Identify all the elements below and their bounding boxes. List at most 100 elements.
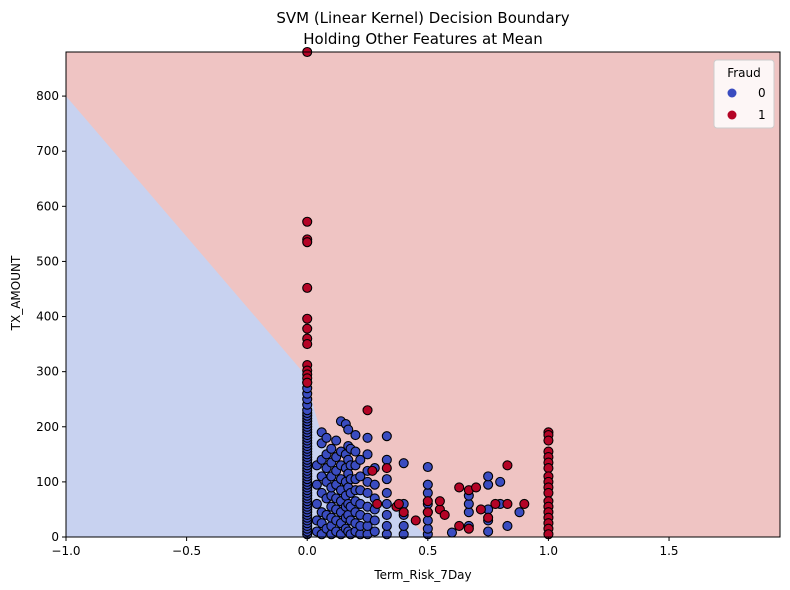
point-class-0 xyxy=(326,443,337,454)
point-class-1 xyxy=(367,465,378,476)
decision-regions xyxy=(66,52,780,537)
point-class-0 xyxy=(362,487,373,498)
y-tick-label: 0 xyxy=(51,530,59,544)
point-class-1 xyxy=(502,460,513,471)
point-class-1 xyxy=(434,496,445,507)
point-class-1 xyxy=(393,498,404,509)
point-class-0 xyxy=(321,432,332,443)
point-class-1 xyxy=(439,509,450,521)
point-class-1 xyxy=(422,496,433,507)
point-class-0 xyxy=(446,527,457,538)
point-class-1 xyxy=(302,323,313,334)
legend: Fraud 0 1 xyxy=(713,59,775,129)
y-tick-label: 200 xyxy=(36,420,59,434)
point-class-1 xyxy=(483,512,494,523)
point-class-0 xyxy=(398,458,409,469)
y-axis-label: TX_AMOUNT xyxy=(9,255,23,331)
point-class-1 xyxy=(454,482,465,493)
x-tick-label: 0.0 xyxy=(298,544,317,558)
point-class-0 xyxy=(369,515,380,526)
point-class-1 xyxy=(302,377,313,388)
point-class-1 xyxy=(454,520,465,532)
point-class-1 xyxy=(302,237,313,248)
point-class-0 xyxy=(350,446,361,457)
y-tick-label: 700 xyxy=(36,144,59,158)
point-class-0 xyxy=(355,471,366,482)
point-class-0 xyxy=(381,498,392,509)
point-class-0 xyxy=(398,520,409,532)
legend-marker-0 xyxy=(727,88,737,98)
chart-subtitle: Holding Other Features at Mean xyxy=(303,30,542,48)
point-class-0 xyxy=(422,487,433,498)
point-class-0 xyxy=(350,429,361,441)
chart-title: SVM (Linear Kernel) Decision Boundary xyxy=(276,9,569,27)
point-class-1 xyxy=(302,282,313,293)
point-class-1 xyxy=(502,498,513,509)
plot-frame xyxy=(65,51,781,538)
point-class-0 xyxy=(381,520,392,532)
x-tick-label: 1.5 xyxy=(659,544,678,558)
legend-box xyxy=(713,59,775,129)
point-class-0 xyxy=(311,498,322,509)
axes: −1.0 −0.5 0.0 0.5 1.0 1.5 0 100 200 300 400 500 600 7… xyxy=(36,51,781,558)
y-tick-label: 100 xyxy=(36,475,59,489)
point-class-0 xyxy=(422,523,433,534)
legend-title: Fraud xyxy=(727,66,761,80)
x-tick-label: 1.0 xyxy=(539,544,558,558)
point-class-0 xyxy=(381,474,392,485)
point-class-0 xyxy=(369,479,380,490)
data-points xyxy=(302,46,554,540)
x-tick-label: 0.5 xyxy=(418,544,437,558)
point-class-1 xyxy=(302,313,313,324)
point-class-0 xyxy=(369,526,380,537)
point-class-1 xyxy=(471,482,482,493)
point-class-0 xyxy=(381,454,392,465)
point-class-1 xyxy=(543,463,554,474)
point-class-0 xyxy=(502,520,513,532)
point-class-0 xyxy=(422,479,433,490)
point-class-0 xyxy=(463,507,474,518)
point-class-0 xyxy=(483,526,494,537)
point-class-1 xyxy=(463,523,474,534)
point-class-1 xyxy=(302,216,313,227)
point-class-1 xyxy=(475,504,486,515)
point-class-1 xyxy=(543,435,554,446)
legend-marker-1 xyxy=(727,110,737,120)
class-0-region xyxy=(66,96,428,537)
point-class-0 xyxy=(381,509,392,521)
point-class-1 xyxy=(519,498,530,509)
point-class-1 xyxy=(422,507,433,518)
legend-label-1: 1 xyxy=(758,108,766,122)
point-class-0 xyxy=(514,507,525,518)
legend-label-0: 0 xyxy=(758,86,766,100)
point-class-1 xyxy=(410,515,421,526)
point-class-0 xyxy=(362,432,373,443)
point-class-1 xyxy=(398,507,409,518)
point-class-0 xyxy=(362,449,373,460)
point-class-0 xyxy=(355,454,366,465)
y-tick-label: 300 xyxy=(36,365,59,379)
point-class-1 xyxy=(302,339,313,350)
point-class-0 xyxy=(311,479,322,490)
y-tick-label: 600 xyxy=(36,199,59,213)
point-class-1 xyxy=(490,498,501,509)
x-tick-label: −1.0 xyxy=(51,544,80,558)
point-class-0 xyxy=(381,487,392,498)
point-class-0 xyxy=(381,431,392,442)
x-axis-label: Term_Risk_7Day xyxy=(373,568,471,582)
point-class-0 xyxy=(483,471,494,482)
point-class-0 xyxy=(331,435,342,446)
point-class-0 xyxy=(422,461,433,473)
x-tick-label: −0.5 xyxy=(172,544,201,558)
point-class-0 xyxy=(463,498,474,509)
point-class-0 xyxy=(483,479,494,490)
point-class-1 xyxy=(381,463,392,474)
point-class-0 xyxy=(495,476,506,487)
y-tick-label: 800 xyxy=(36,89,59,103)
y-tick-label: 500 xyxy=(36,254,59,268)
point-class-0 xyxy=(422,515,433,526)
point-class-0 xyxy=(343,424,354,435)
y-tick-label: 400 xyxy=(36,310,59,324)
point-class-1 xyxy=(372,498,383,509)
